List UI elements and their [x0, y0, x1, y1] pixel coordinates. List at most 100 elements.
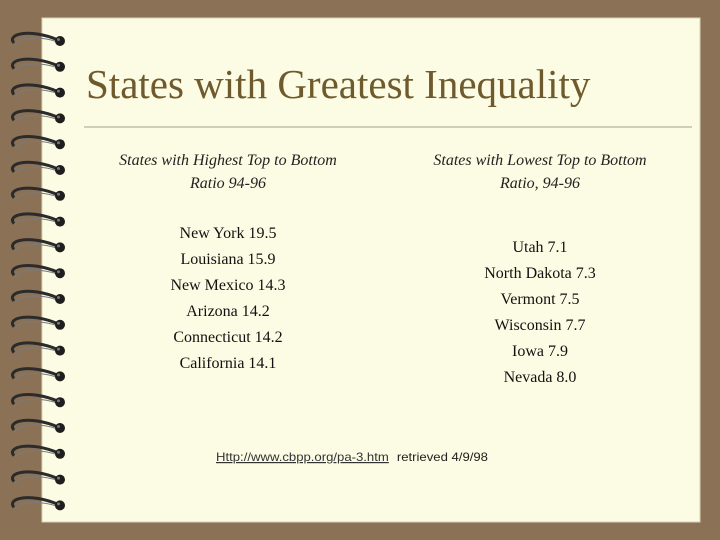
- ring-hole: [55, 87, 65, 98]
- ring-wire: [10, 264, 59, 277]
- ring-hole: [55, 371, 65, 382]
- ring-wire-shade: [15, 192, 59, 200]
- ring-hole: [55, 216, 65, 227]
- source-note: retrieved 4/9/98: [397, 450, 489, 464]
- ring-hole: [55, 474, 65, 485]
- ring-hole-glint: [57, 476, 60, 480]
- ring-hole-glint: [57, 502, 60, 506]
- ring-wire: [10, 57, 59, 70]
- ring-hole-glint: [57, 192, 60, 196]
- ring-wire-shade: [15, 502, 59, 510]
- ring-hole: [55, 190, 65, 201]
- ring-wire: [10, 367, 59, 380]
- ring-wire: [10, 31, 59, 44]
- ring-wire-shade: [15, 166, 59, 175]
- ring-hole-glint: [57, 63, 60, 67]
- right-heading: Ratio, 94-96: [499, 175, 580, 192]
- ring-hole-glint: [57, 218, 60, 222]
- left-item: New York 19.5: [180, 225, 277, 242]
- ring-wire-shade: [15, 450, 59, 458]
- ring-hole-glint: [57, 399, 60, 403]
- left-heading: Ratio 94-96: [189, 175, 266, 192]
- ring-hole-glint: [57, 141, 60, 145]
- ring-wire-shade: [15, 398, 59, 407]
- ring-hole: [55, 165, 65, 175]
- source-link[interactable]: Http://www.cbpp.org/pa-3.htm: [216, 450, 389, 464]
- right-item: Utah 7.1: [512, 239, 567, 256]
- ring-wire: [10, 238, 59, 251]
- ring-hole-glint: [57, 270, 60, 274]
- ring-hole-glint: [57, 425, 60, 428]
- ring-hole-glint: [57, 296, 60, 299]
- ring-wire-shade: [15, 63, 59, 71]
- ring-wire: [10, 315, 59, 328]
- ring-wire-shade: [15, 89, 59, 97]
- ring-wire-shade: [15, 218, 59, 226]
- left-item: Louisiana 15.9: [180, 251, 275, 268]
- left-item: New Mexico 14.3: [170, 277, 285, 294]
- ring-wire-shade: [15, 244, 59, 252]
- ring-wire: [10, 470, 59, 483]
- ring-wire: [10, 496, 59, 509]
- ring-hole-glint: [57, 450, 60, 454]
- left-item: California 14.1: [180, 355, 277, 372]
- ring-hole: [55, 294, 65, 304]
- ring-wire-shade: [15, 321, 59, 329]
- ring-hole-glint: [57, 347, 60, 351]
- ring-wire: [10, 289, 59, 302]
- ring-wire-shade: [15, 37, 59, 46]
- left-item: Connecticut 14.2: [173, 329, 282, 346]
- ring-hole: [55, 242, 65, 253]
- ring-wire-shade: [15, 269, 59, 278]
- ring-wire-shade: [15, 347, 59, 355]
- ring-wire: [10, 212, 59, 225]
- ring-wire: [10, 160, 59, 173]
- ring-wire-shade: [15, 476, 59, 484]
- ring-wire-shade: [15, 115, 59, 123]
- ring-wire: [10, 393, 59, 406]
- ring-hole-glint: [57, 89, 60, 93]
- ring-hole: [55, 345, 65, 356]
- right-item: Iowa 7.9: [512, 343, 568, 360]
- ring-wire-shade: [15, 295, 59, 304]
- ring-wire: [10, 186, 59, 199]
- ring-hole-glint: [57, 115, 60, 119]
- ring-hole: [55, 61, 65, 72]
- ring-hole-glint: [57, 167, 60, 170]
- left-heading: States with Highest Top to Bottom: [119, 152, 337, 169]
- ring-hole: [55, 448, 65, 459]
- ring-wire-shade: [15, 373, 59, 381]
- spiral-binding: [10, 31, 65, 511]
- ring-wire-shade: [15, 424, 59, 433]
- title: States with Greatest Inequality: [86, 61, 591, 107]
- ring-hole-glint: [57, 38, 60, 41]
- paper: [41, 17, 701, 523]
- ring-hole: [55, 319, 65, 330]
- ring-hole: [55, 36, 65, 46]
- ring-wire: [10, 341, 59, 354]
- ring-hole-glint: [57, 321, 60, 325]
- ring-wire: [10, 444, 59, 457]
- right-heading: States with Lowest Top to Bottom: [433, 152, 646, 169]
- ring-wire: [10, 83, 59, 96]
- ring-hole-glint: [57, 244, 60, 248]
- ring-wire-shade: [15, 140, 59, 149]
- source: Http://www.cbpp.org/pa-3.htm retrieved 4…: [216, 450, 488, 464]
- right-item: Nevada 8.0: [504, 369, 577, 386]
- ring-hole-glint: [57, 373, 60, 377]
- ring-hole: [55, 113, 65, 124]
- lists: New York 19.5 Louisiana 15.9 New Mexico 14…: [170, 225, 595, 386]
- right-item: North Dakota 7.3: [484, 265, 596, 282]
- ring-hole: [55, 500, 65, 511]
- left-item: Arizona 14.2: [186, 303, 270, 320]
- ring-hole: [55, 139, 65, 150]
- ring-hole: [55, 268, 65, 279]
- ring-hole: [55, 397, 65, 408]
- ring-wire: [10, 418, 59, 431]
- ring-wire: [10, 135, 59, 148]
- right-item: Wisconsin 7.7: [495, 317, 586, 334]
- right-item: Vermont 7.5: [500, 291, 579, 308]
- ring-hole: [55, 423, 65, 433]
